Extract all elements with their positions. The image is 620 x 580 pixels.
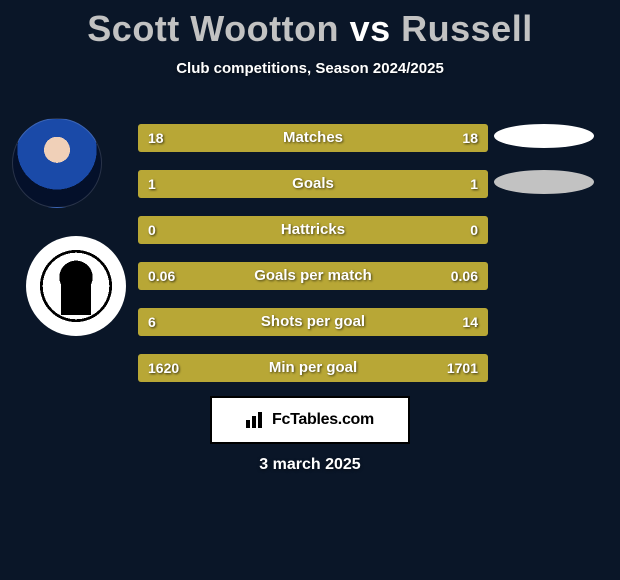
stat-row: 1818Matches: [138, 124, 488, 152]
bar-fill-right: [243, 308, 488, 336]
stat-row: 16201701Min per goal: [138, 354, 488, 382]
bar-fill-left: [138, 262, 313, 290]
bar-fill-right: [313, 262, 488, 290]
bar-fill-right: [310, 354, 489, 382]
player-avatar: [12, 118, 102, 208]
stat-bars: 1818Matches 11Goals 00Hattricks 0.060.06Goa…: [138, 124, 488, 400]
comparison-title: Scott Wootton vs Russell: [0, 0, 620, 50]
watermark: FcTables.com: [210, 396, 410, 444]
vs-text: vs: [350, 8, 391, 49]
bar-fill-left: [138, 170, 313, 198]
legend-ellipse: [494, 124, 594, 148]
player2-name: Russell: [401, 8, 533, 49]
stat-row: 00Hattricks: [138, 216, 488, 244]
club-crest: [26, 236, 126, 336]
bar-fill-left: [138, 216, 313, 244]
bar-fill-left: [138, 308, 243, 336]
bar-fill-left: [138, 124, 313, 152]
bar-fill-right: [313, 216, 488, 244]
stat-row: 11Goals: [138, 170, 488, 198]
legend-ellipses: [494, 124, 604, 216]
date-label: 3 march 2025: [0, 456, 620, 474]
player1-name: Scott Wootton: [87, 8, 339, 49]
subtitle: Club competitions, Season 2024/2025: [0, 60, 620, 77]
bar-fill-right: [313, 170, 488, 198]
watermark-text: FcTables.com: [272, 411, 374, 429]
stat-row: 614Shots per goal: [138, 308, 488, 336]
bar-fill-right: [313, 124, 488, 152]
bar-fill-left: [138, 354, 310, 382]
bars-icon: [246, 412, 266, 428]
avatar-column: [6, 118, 126, 364]
stat-row: 0.060.06Goals per match: [138, 262, 488, 290]
legend-ellipse: [494, 170, 594, 194]
